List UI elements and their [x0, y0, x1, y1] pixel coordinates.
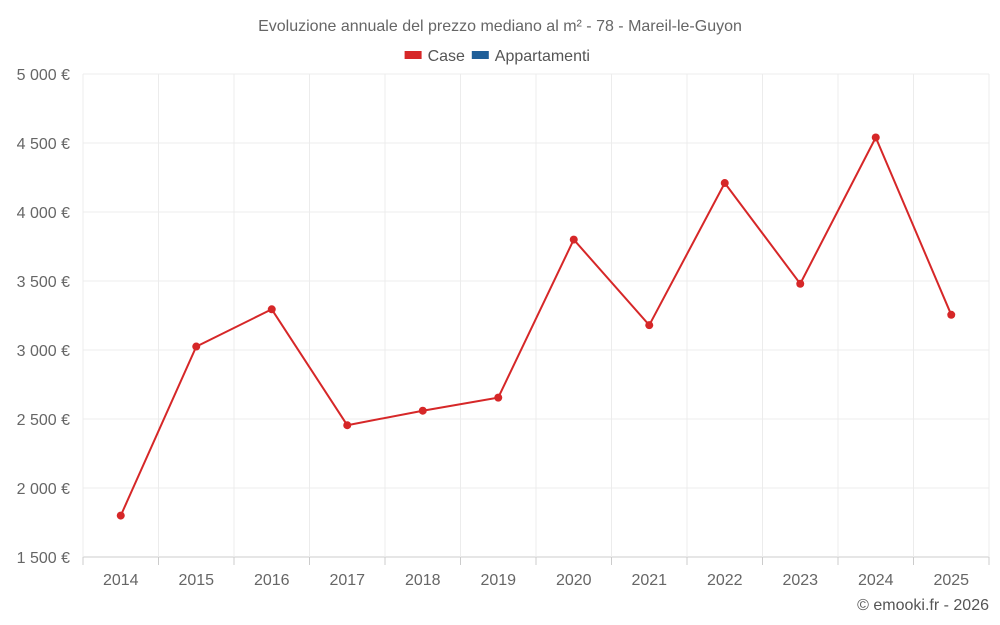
data-point[interactable]: [418, 406, 427, 415]
y-tick-label: 1 500 €: [17, 550, 70, 567]
data-point[interactable]: [192, 342, 201, 351]
series-line-case: [119, 135, 953, 517]
y-tick-label: 4 500 €: [17, 136, 70, 153]
chart-title: Evoluzione annuale del prezzo mediano al…: [258, 18, 742, 35]
credit-text: © emooki.fr - 2026: [857, 597, 989, 614]
x-tick-label: 2019: [480, 572, 516, 589]
data-point[interactable]: [645, 321, 654, 330]
x-tick-label: 2024: [858, 572, 894, 589]
data-point[interactable]: [720, 179, 729, 188]
legend-label: Case: [428, 48, 465, 65]
x-tick-label: 2016: [254, 572, 290, 589]
x-tick-label: 2017: [329, 572, 365, 589]
legend-swatch: [471, 51, 489, 59]
data-point[interactable]: [871, 133, 880, 142]
data-point[interactable]: [569, 235, 578, 244]
data-point[interactable]: [267, 305, 276, 314]
data-point[interactable]: [116, 511, 125, 520]
x-tick-label: 2014: [103, 572, 139, 589]
x-tick-label: 2021: [631, 572, 667, 589]
x-tick-label: 2018: [405, 572, 441, 589]
y-tick-label: 3 000 €: [17, 343, 70, 360]
legend-label: Appartamenti: [495, 48, 590, 65]
x-tick-label: 2015: [178, 572, 214, 589]
legend: Case Appartamenti: [404, 48, 590, 65]
y-axis: 1 500 € 2 000 € 2 500 € 3 000 € 3 500 € 4 000…: [17, 67, 70, 567]
x-tick-label: 2025: [933, 572, 969, 589]
data-point[interactable]: [796, 279, 805, 288]
y-tick-label: 3 500 €: [17, 274, 70, 291]
x-axis: 2014 2015 2016 2017 2018 2019 2020 2021 2022 2023…: [103, 572, 969, 589]
series: [116, 133, 956, 520]
y-tick-label: 2 000 €: [17, 481, 70, 498]
legend-item-case[interactable]: Case: [404, 48, 465, 65]
y-tick-label: 2 500 €: [17, 412, 70, 429]
data-point[interactable]: [343, 421, 352, 430]
data-point[interactable]: [947, 310, 956, 319]
y-tick-label: 4 000 €: [17, 205, 70, 222]
data-point[interactable]: [494, 393, 503, 402]
x-tick-label: 2023: [782, 572, 818, 589]
x-tick-label: 2022: [707, 572, 743, 589]
grid: [82, 73, 990, 565]
legend-swatch: [404, 51, 422, 59]
x-tick-label: 2020: [556, 572, 592, 589]
legend-item-appartamenti[interactable]: Appartamenti: [471, 48, 590, 65]
y-tick-label: 5 000 €: [17, 67, 70, 84]
